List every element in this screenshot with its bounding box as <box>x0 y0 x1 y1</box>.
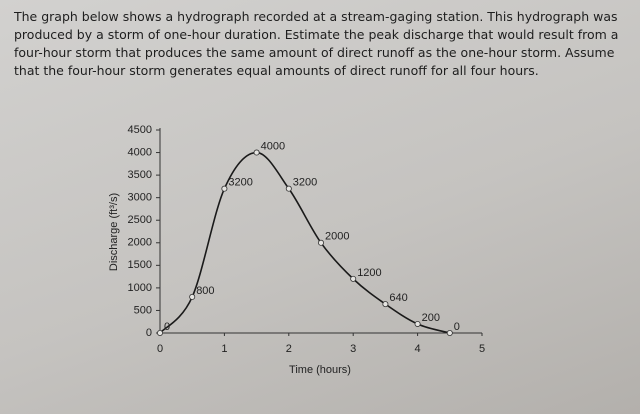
x-tick-label: 3 <box>350 343 356 355</box>
data-label: 3200 <box>228 177 252 189</box>
x-tick-label: 1 <box>221 343 227 355</box>
data-point <box>221 185 228 192</box>
y-tick-label: 1500 <box>128 259 152 271</box>
problem-text: The graph below shows a hydrograph recor… <box>14 8 634 80</box>
x-tick-label: 2 <box>286 343 292 355</box>
y-tick-label: 2000 <box>128 237 152 249</box>
y-tick-label: 1000 <box>128 282 152 294</box>
data-label: 3200 <box>293 177 317 189</box>
data-point <box>414 320 421 327</box>
hydrograph-line <box>159 151 451 334</box>
y-tick-label: 4000 <box>128 146 152 158</box>
data-point <box>189 293 196 300</box>
y-tick-label: 2500 <box>128 214 152 226</box>
data-label: 0 <box>454 321 460 333</box>
y-tick-label: 4500 <box>128 124 152 136</box>
text-line: four-hour storm that produces the same a… <box>14 45 615 60</box>
y-tick-label: 3500 <box>128 169 152 181</box>
data-point <box>446 329 453 336</box>
text-line: produced by a storm of one-hour duration… <box>14 27 619 42</box>
text-line: The graph below shows a hydrograph recor… <box>14 9 618 24</box>
y-tick-label: 500 <box>134 304 152 316</box>
data-point <box>253 149 260 156</box>
y-axis-label: Discharge (ft³/s) <box>108 193 120 271</box>
data-label: 0 <box>164 321 170 333</box>
y-tick-label: 0 <box>146 327 152 339</box>
data-label: 200 <box>422 312 440 324</box>
data-point <box>285 185 292 192</box>
data-point <box>350 275 357 282</box>
x-tick-label: 0 <box>157 343 163 355</box>
data-label: 800 <box>196 285 214 297</box>
data-label: 640 <box>389 292 407 304</box>
data-label: 4000 <box>261 140 285 152</box>
data-label: 2000 <box>325 231 349 243</box>
y-tick-label: 3000 <box>128 192 152 204</box>
x-tick-label: 5 <box>479 343 485 355</box>
data-point <box>156 329 163 336</box>
data-point <box>317 239 324 246</box>
text-line: that the four-hour storm generates equal… <box>14 63 539 78</box>
data-label: 1200 <box>357 267 381 279</box>
data-point <box>382 301 389 308</box>
x-tick-label: 4 <box>415 343 421 355</box>
x-axis-label: Time (hours) <box>289 364 351 376</box>
